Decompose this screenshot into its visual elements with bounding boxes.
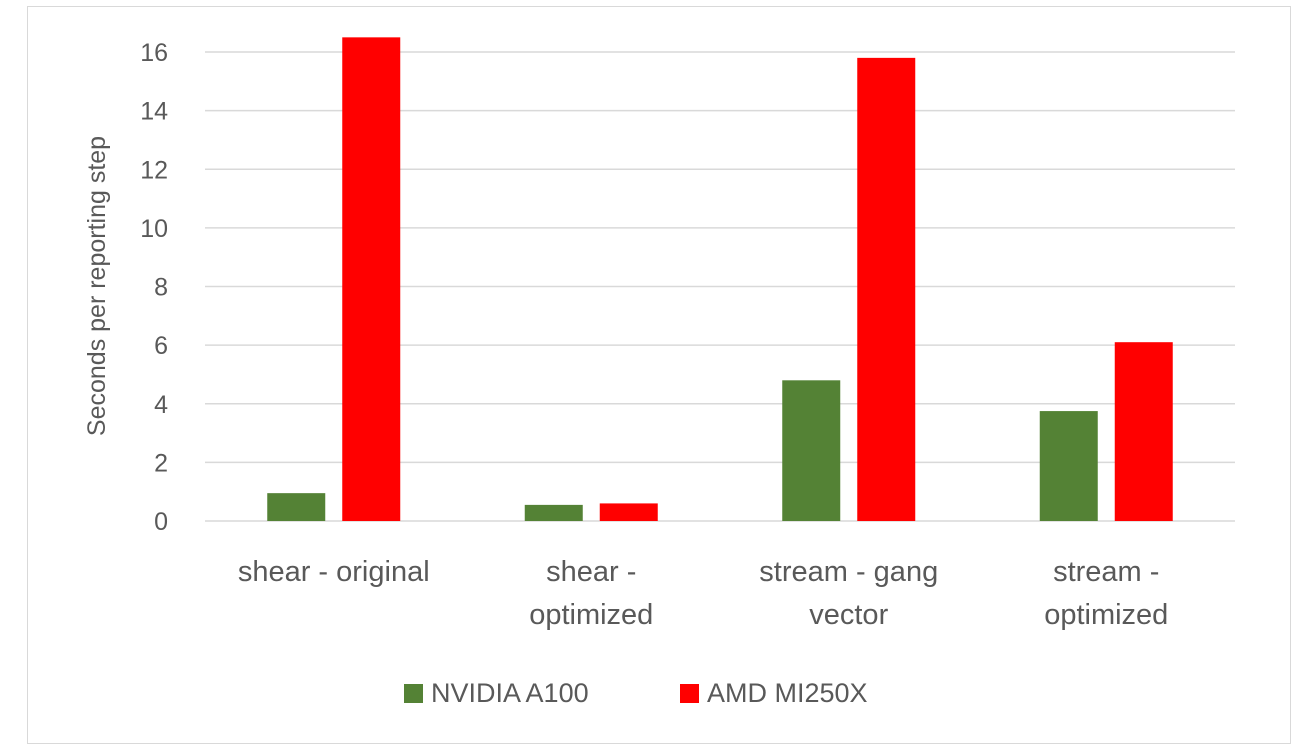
- legend-label: AMD MI250X: [707, 678, 868, 708]
- bar-amd-mi250x: [342, 37, 401, 521]
- bar-amd-mi250x: [857, 57, 916, 522]
- legend: NVIDIA A100 AMD MI250X: [404, 678, 868, 708]
- y-tick-label: 0: [154, 508, 168, 536]
- y-tick-label: 4: [154, 391, 168, 419]
- bar-nvidia-a100: [1039, 411, 1098, 521]
- y-tick-label: 6: [154, 332, 168, 360]
- legend-label: NVIDIA A100: [431, 678, 589, 708]
- y-tick-label: 2: [154, 449, 168, 477]
- bar-amd-mi250x: [599, 503, 658, 521]
- bar-nvidia-a100: [524, 504, 583, 521]
- legend-swatch: [680, 684, 699, 703]
- x-category-label: stream -optimized: [1044, 556, 1168, 631]
- x-category-label: shear -optimized: [529, 556, 653, 631]
- bars: [267, 37, 1173, 522]
- bar-nvidia-a100: [782, 380, 841, 521]
- x-axis-labels: shear - original shear -optimized stream -…: [238, 556, 1168, 631]
- y-tick-label: 12: [140, 156, 168, 184]
- bar-nvidia-a100: [267, 493, 326, 521]
- y-axis-ticks: 0 2 4 6 8 10 12 14 16: [140, 39, 168, 536]
- chart-frame: [27, 6, 1291, 744]
- y-tick-label: 10: [140, 215, 168, 243]
- x-category-label: shear - original: [238, 556, 430, 588]
- y-axis-title: Seconds per reporting step: [83, 136, 111, 436]
- y-tick-label: 14: [140, 98, 168, 126]
- legend-swatch: [404, 684, 423, 703]
- x-category-label: stream - gang vector: [759, 556, 938, 631]
- y-tick-label: 16: [140, 39, 168, 67]
- y-tick-label: 8: [154, 274, 168, 302]
- bar-amd-mi250x: [1114, 342, 1173, 521]
